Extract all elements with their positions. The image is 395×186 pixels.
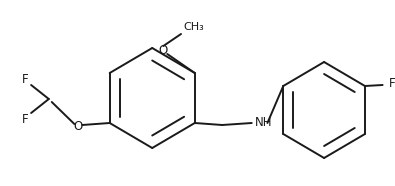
Text: O: O <box>159 44 168 57</box>
Text: F: F <box>22 113 28 126</box>
Text: CH₃: CH₃ <box>183 22 204 32</box>
Text: F: F <box>22 73 28 86</box>
Text: NH: NH <box>255 116 272 129</box>
Text: O: O <box>73 121 83 134</box>
Text: F: F <box>389 78 395 91</box>
